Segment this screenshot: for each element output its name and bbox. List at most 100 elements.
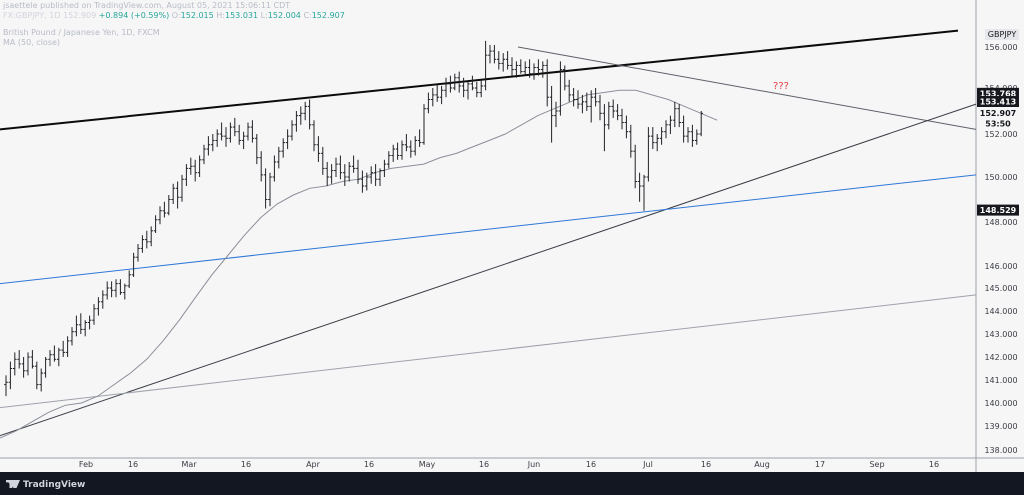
ohlc-bar — [549, 85, 554, 143]
ohlc-bar — [422, 104, 426, 145]
ohlc-bar — [448, 75, 453, 93]
ohlc-bar — [633, 144, 637, 189]
ohlc-bar — [382, 159, 387, 177]
ohlc-bar — [470, 75, 475, 91]
ohlc-bar — [255, 134, 259, 165]
x-tick-label: 16 — [586, 460, 596, 469]
ohlc-bar — [439, 85, 444, 105]
ohlc-bar — [567, 79, 571, 102]
ohlc-bar — [620, 108, 624, 130]
ohlc-bar — [417, 129, 422, 147]
y-tick-label: 143.000 — [984, 330, 1017, 339]
ohlc-bar — [378, 168, 382, 186]
ohlc-bar — [580, 94, 585, 114]
ohlc-bar — [435, 83, 439, 102]
ohlc-bar — [690, 124, 695, 147]
ohlc-bar — [96, 297, 101, 316]
ohlc-bar — [558, 61, 563, 116]
ohlc-bar — [43, 357, 48, 378]
x-tick-label: 16 — [241, 460, 251, 469]
tradingview-logo: TradingView — [6, 480, 85, 490]
ohlc-bar — [109, 281, 114, 298]
ohlc-bar — [65, 336, 70, 357]
y-tick-label: 145.000 — [984, 284, 1017, 293]
y-tick-label: 150.000 — [984, 173, 1017, 182]
ohlc-bar — [197, 155, 202, 177]
ohlc-bar — [70, 327, 74, 346]
ohlc-bar — [651, 127, 655, 150]
ohlc-bar — [158, 206, 162, 225]
x-tick-label: Feb — [79, 460, 93, 469]
ohlc-bar — [101, 290, 105, 309]
ohlc-bar — [87, 315, 92, 330]
ohlc-bar — [527, 59, 532, 78]
ohlc-bar — [171, 183, 175, 204]
ohlc-bar — [61, 340, 65, 357]
ohlc-bar — [153, 215, 158, 233]
symbol-badge-bg — [985, 29, 1019, 40]
ohlc-bar — [391, 144, 395, 162]
ohlc-bar — [642, 174, 646, 211]
trendline-lower — [0, 294, 977, 409]
price-label-bg — [977, 118, 1019, 130]
ohlc-bar — [365, 172, 369, 191]
ohlc-bar — [202, 144, 206, 165]
ohlc-bar — [127, 270, 131, 288]
low-label: L: — [260, 11, 268, 20]
ohlc-bar — [668, 115, 673, 134]
ohlc-bar — [479, 79, 483, 98]
ohlc-bar — [532, 63, 536, 80]
ohlc-bar — [444, 77, 448, 98]
ohlc-bar — [369, 166, 373, 184]
last-price: 152.909 — [63, 11, 97, 20]
ohlc-bar — [492, 44, 497, 64]
ohlc-bar — [501, 53, 505, 72]
ohlc-bar — [347, 161, 351, 182]
ohlc-bar — [312, 120, 316, 152]
ohlc-bar — [8, 361, 13, 390]
ohlc-bar — [356, 159, 360, 184]
x-tick-label: Aug — [754, 460, 770, 469]
ohlc-bar — [338, 155, 343, 180]
ohlc-bar — [659, 127, 664, 145]
trendline-blue — [0, 174, 977, 285]
y-tick-label: 139.000 — [984, 422, 1017, 431]
ohlc-bar — [321, 146, 325, 175]
high-value: 153.031 — [225, 11, 259, 20]
ohlc-bar — [290, 120, 294, 141]
indicator-label: MA (50, close) — [3, 38, 61, 47]
x-tick-label: Sep — [869, 460, 884, 469]
ohlc-bar — [611, 99, 615, 118]
ohlc-bar — [167, 195, 171, 216]
ohlc-bar — [673, 101, 677, 128]
ohlc-bar — [26, 352, 30, 376]
tradingview-logo-icon — [6, 480, 20, 488]
y-tick-label: 142.000 — [984, 353, 1017, 362]
symbol-badge: GBPJPY — [985, 29, 1019, 40]
ohlc-bar — [677, 104, 681, 128]
ohlc-bar — [510, 57, 514, 76]
ohlc-bar — [497, 51, 501, 70]
price-label-bg — [977, 204, 1019, 216]
ohlc-bar — [699, 111, 703, 137]
ohlc-bar — [554, 101, 558, 128]
ohlc-bar — [263, 168, 268, 209]
ohlc-bar — [325, 161, 329, 186]
ohlc-bar — [387, 151, 391, 169]
ohlc-bar — [343, 164, 347, 186]
ohlc-bar — [79, 313, 83, 334]
ohlc-bar — [488, 44, 492, 64]
ohlc-bar — [536, 59, 541, 76]
ohlc-bar — [57, 347, 61, 367]
x-tick-label: 16 — [128, 460, 138, 469]
symbol: FX:GBPJPY, 1D — [3, 11, 61, 20]
ohlc-bar — [316, 136, 321, 162]
x-tick-label: May — [419, 460, 436, 469]
trendline-upper — [0, 29, 959, 131]
ohlc-bar — [629, 124, 633, 158]
publisher-line: jsaettele published on TradingView.com, … — [3, 1, 291, 10]
ohlc-bar — [21, 357, 26, 378]
ohlc-bar — [646, 127, 651, 182]
ohlc-bar — [576, 90, 580, 109]
ohlc-bar — [409, 140, 413, 158]
